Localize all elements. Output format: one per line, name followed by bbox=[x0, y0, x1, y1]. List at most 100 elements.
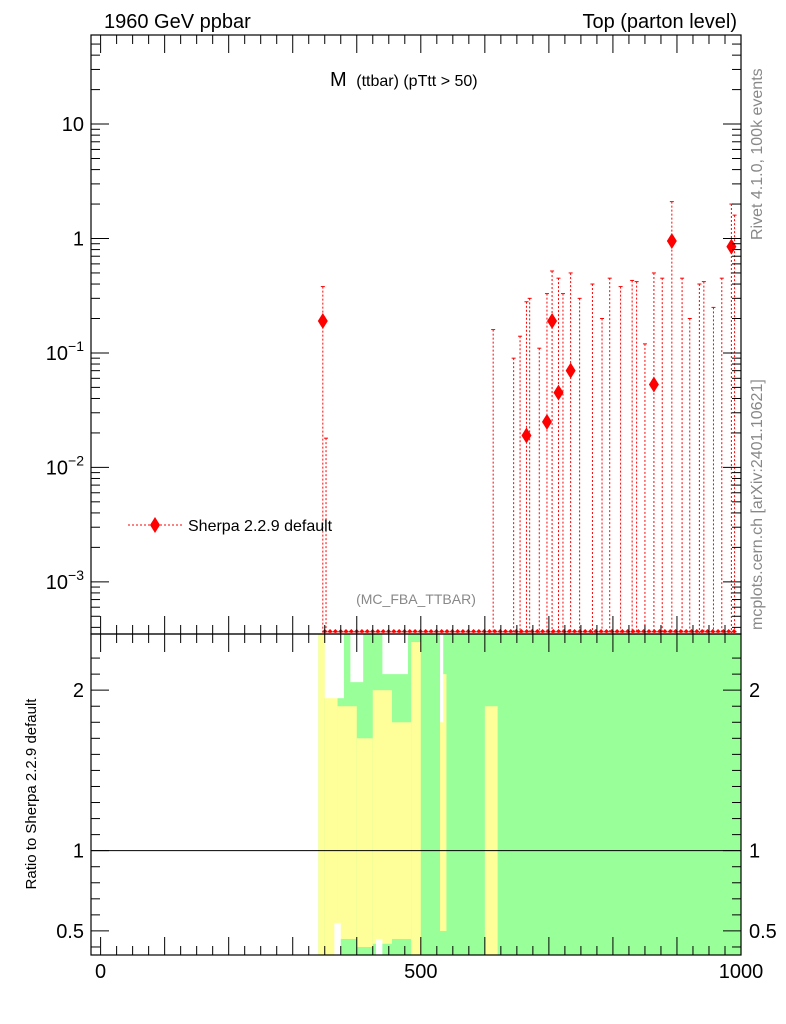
floor-marker bbox=[731, 629, 738, 633]
yellow-band-bin bbox=[337, 706, 357, 939]
main-y-tick-base: 10 bbox=[46, 457, 68, 479]
legend: Sherpa 2.2.9 default bbox=[128, 517, 333, 535]
header-right: Top (parton level) bbox=[582, 11, 737, 33]
floor-marker bbox=[571, 629, 578, 633]
floor-marker bbox=[406, 629, 413, 633]
floor-marker bbox=[619, 629, 626, 633]
data-point-marker bbox=[547, 313, 558, 330]
floor-marker bbox=[550, 629, 557, 633]
legend-label: Sherpa 2.2.9 default bbox=[188, 518, 333, 535]
floor-marker bbox=[454, 629, 461, 633]
floor-marker bbox=[656, 629, 663, 633]
white-gaps-band-bin bbox=[324, 634, 344, 699]
ratio-x-tick-label: 500 bbox=[404, 961, 437, 983]
floor-marker bbox=[465, 629, 472, 633]
main-y-tick-label: 10−2 bbox=[46, 452, 84, 479]
floor-marker bbox=[475, 629, 482, 633]
ratio-ylabel: Ratio to Sherpa 2.2.9 default bbox=[23, 698, 40, 890]
data-point-marker bbox=[553, 384, 564, 401]
main-frame bbox=[90, 34, 742, 635]
floor-marker bbox=[566, 629, 573, 633]
ratio-x-tick-label: 1000 bbox=[719, 961, 764, 983]
analysis-label: (MC_FBA_TTBAR) bbox=[356, 591, 476, 607]
yellow-band-bin bbox=[391, 722, 412, 939]
white-gaps-band-bin bbox=[440, 634, 444, 723]
floor-marker bbox=[699, 629, 706, 633]
main-y-tick-label: 10−3 bbox=[46, 567, 84, 594]
yellow-band-bin bbox=[440, 674, 447, 931]
main-title-symbol: M bbox=[330, 69, 347, 91]
data-point-marker bbox=[317, 313, 328, 330]
ratio-frame bbox=[90, 633, 742, 956]
yellow-band-bin bbox=[484, 706, 498, 955]
floor-marker bbox=[518, 629, 525, 633]
data-point-marker bbox=[521, 427, 532, 444]
data-point-marker bbox=[666, 233, 677, 250]
main-y-tick-exponent: −3 bbox=[68, 567, 84, 583]
ratio-y-tick-label-right: 2 bbox=[749, 680, 760, 702]
floor-marker bbox=[459, 629, 466, 633]
white-gaps-band-bin bbox=[382, 634, 408, 675]
floor-marker bbox=[624, 629, 631, 633]
floor-marker bbox=[497, 629, 504, 633]
main-y-tick-exponent: −1 bbox=[68, 338, 84, 354]
floor-marker bbox=[422, 629, 429, 633]
floor-marker bbox=[502, 629, 509, 633]
floor-marker bbox=[683, 629, 690, 633]
main-y-tick-base: 10 bbox=[46, 343, 68, 365]
floor-marker bbox=[513, 629, 520, 633]
ratio-y-tick-label-right: 1 bbox=[749, 841, 760, 863]
floor-marker bbox=[640, 629, 647, 633]
floor-marker bbox=[587, 629, 594, 633]
floor-marker bbox=[332, 629, 339, 633]
source-label: mcplots.cern.ch [arXiv:2401.10621] bbox=[749, 379, 766, 630]
floor-marker bbox=[715, 629, 722, 633]
floor-marker bbox=[443, 629, 450, 633]
floor-marker bbox=[348, 629, 355, 633]
legend-marker bbox=[150, 517, 160, 533]
floor-marker bbox=[598, 629, 605, 633]
main-y-tick-base: 10 bbox=[46, 572, 68, 594]
ratio-x-tick-label: 0 bbox=[95, 961, 106, 983]
floor-marker bbox=[544, 629, 551, 633]
data-point-marker bbox=[648, 376, 659, 393]
floor-marker bbox=[630, 629, 637, 633]
floor-marker bbox=[374, 629, 381, 633]
floor-marker bbox=[507, 629, 514, 633]
floor-marker bbox=[534, 629, 541, 633]
ratio-y-tick-label: 0.5 bbox=[56, 921, 84, 943]
floor-marker bbox=[486, 629, 493, 633]
yellow-band-bin bbox=[372, 690, 392, 944]
ratio-y-tick-label: 1 bbox=[73, 841, 84, 863]
yellow-band-bin bbox=[318, 634, 325, 955]
floor-marker bbox=[614, 629, 621, 633]
yellow-band-bin bbox=[356, 738, 373, 947]
ratio-y-tick-label-right: 0.5 bbox=[749, 921, 777, 943]
data-point-marker bbox=[726, 238, 737, 255]
rivet-label: Rivet 4.1.0, 100k events bbox=[749, 68, 766, 240]
floor-marker bbox=[438, 629, 445, 633]
main-y-tick-base: 1 bbox=[73, 228, 84, 250]
main-y-tick-label: 1 bbox=[73, 228, 84, 250]
floor-marker bbox=[635, 629, 642, 633]
header-left: 1960 GeV ppbar bbox=[104, 11, 251, 33]
floor-marker bbox=[491, 629, 498, 633]
floor-marker bbox=[327, 629, 334, 633]
floor-marker bbox=[555, 629, 562, 633]
ratio-bands bbox=[91, 634, 741, 955]
floor-marker bbox=[428, 629, 435, 633]
floor-marker bbox=[523, 629, 530, 633]
main-y-tick-label: 10 bbox=[62, 114, 84, 136]
floor-marker bbox=[709, 629, 716, 633]
data-point-marker bbox=[565, 362, 576, 379]
main-y-tick-exponent: −2 bbox=[68, 452, 84, 468]
floor-marker bbox=[390, 629, 397, 633]
white-gaps-band-bin bbox=[350, 634, 364, 683]
floor-marker bbox=[677, 629, 684, 633]
floor-marker bbox=[576, 629, 583, 633]
floor-marker bbox=[481, 629, 488, 633]
floor-marker bbox=[651, 629, 658, 633]
floor-marker bbox=[592, 629, 599, 633]
